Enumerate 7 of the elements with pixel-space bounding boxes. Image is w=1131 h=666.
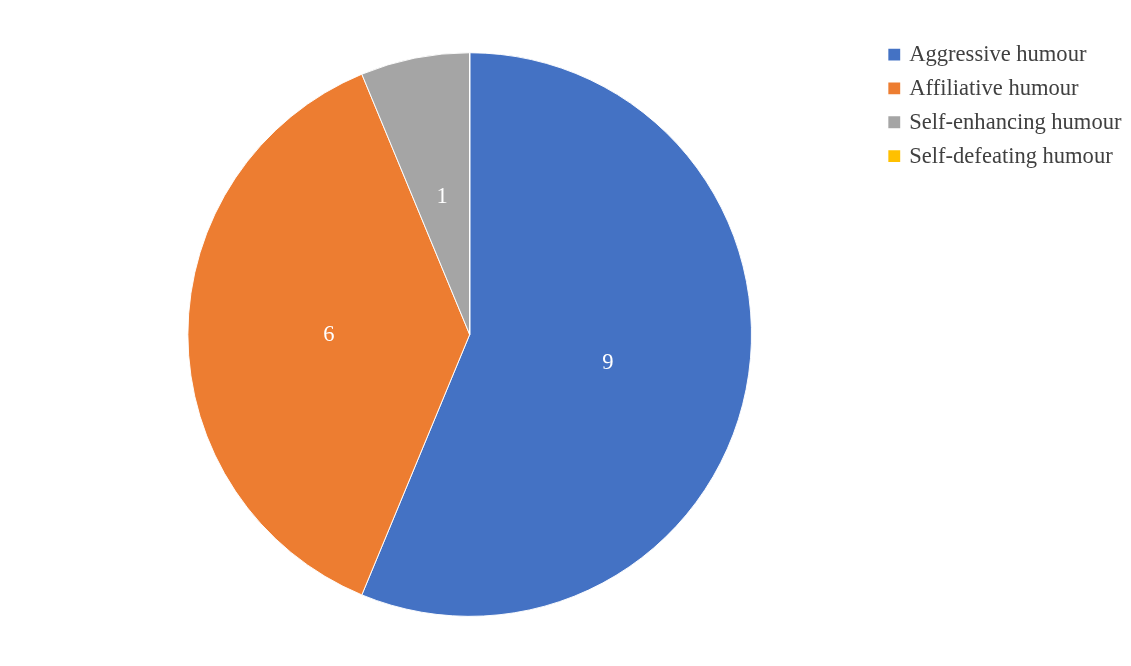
data-label: 1	[436, 182, 448, 208]
legend-label: Aggressive humour	[909, 41, 1087, 67]
legend-label: Self-enhancing humour	[909, 108, 1122, 134]
legend-label: Self-defeating humour	[909, 142, 1114, 168]
data-label: 9	[602, 348, 614, 374]
data-label: 6	[323, 321, 335, 347]
legend-label: Affiliative humour	[909, 75, 1079, 101]
